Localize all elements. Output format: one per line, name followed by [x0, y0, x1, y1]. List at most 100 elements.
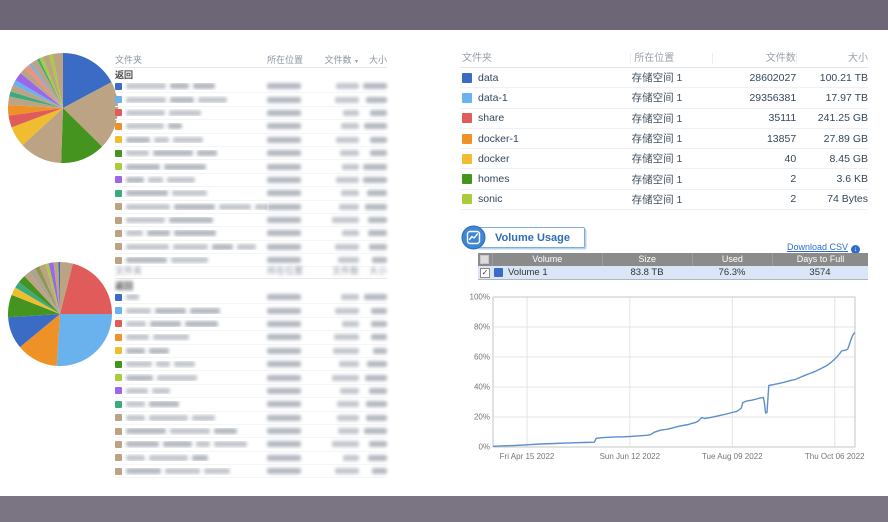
- folder-row[interactable]: [115, 385, 387, 399]
- pie-slice: [22, 108, 63, 163]
- blurred-folder-name: [126, 136, 150, 143]
- blurred-folder-name: [203, 468, 230, 475]
- folder-row[interactable]: [115, 120, 387, 134]
- folder-location: 存储空间 1: [631, 112, 683, 125]
- y-axis-tick-label: 0%: [478, 443, 490, 452]
- folder-file-count: 2: [790, 173, 797, 186]
- folder-row[interactable]: [115, 160, 387, 174]
- column-header-size[interactable]: 大小: [795, 53, 868, 64]
- column-header-location[interactable]: 所在位置: [267, 55, 304, 65]
- column-header-folder[interactable]: 文件夹: [115, 55, 143, 65]
- blurred-file-count: [339, 150, 359, 157]
- folder-row[interactable]: [115, 254, 387, 268]
- folder-row[interactable]: [115, 227, 387, 241]
- blurred-folder-name: [126, 307, 152, 314]
- folder-row-docker[interactable]: docker 存储空间 1 40 8.45 GB: [460, 149, 868, 170]
- column-header-filecount[interactable]: 文件数 ▼: [324, 55, 359, 65]
- folder-size: 241.25 GB: [817, 112, 868, 125]
- column-header-filecount[interactable]: 文件数: [711, 53, 796, 64]
- folder-row-homes[interactable]: homes 存储空间 1 2 3.6 KB: [460, 169, 868, 190]
- folder-row[interactable]: [115, 465, 387, 479]
- column-header-volume[interactable]: Volume: [491, 253, 602, 266]
- folder-row[interactable]: [115, 371, 387, 385]
- blurred-folder-name: [126, 243, 170, 250]
- pie-slice: [15, 73, 63, 108]
- folder-color-swatch: [115, 203, 122, 211]
- folder-row[interactable]: [115, 345, 387, 358]
- blurred-folder-name: [126, 83, 166, 90]
- pie-slice: [18, 276, 60, 314]
- folder-name: docker: [478, 152, 510, 165]
- column-header-folder[interactable]: 文件夹: [462, 53, 492, 64]
- pie-slice: [60, 262, 73, 314]
- folder-row-docker-1[interactable]: docker-1 存储空间 1 13857 27.89 GB: [460, 129, 868, 150]
- column-header-size[interactable]: Size: [601, 253, 692, 266]
- folder-row[interactable]: [115, 425, 387, 439]
- folder-row[interactable]: [115, 438, 387, 452]
- folder-row[interactable]: [115, 214, 387, 228]
- download-icon[interactable]: ↓: [851, 245, 860, 254]
- folder-row[interactable]: [115, 412, 387, 425]
- blurred-file-count: [342, 454, 359, 461]
- column-header-filecount[interactable]: 文件数: [331, 266, 359, 276]
- folder-row[interactable]: [115, 331, 387, 345]
- volume-used: 76.3%: [718, 267, 746, 278]
- blurred-folder-name: [126, 347, 146, 354]
- folder-row-share[interactable]: share 存储空间 1 35111 241.25 GB: [460, 109, 868, 129]
- blurred-size: [362, 163, 387, 170]
- folder-row-data[interactable]: data 存储空间 1 28602027 100.21 TB: [460, 68, 868, 89]
- folder-row[interactable]: [115, 398, 387, 412]
- column-header-location[interactable]: 所在位置: [630, 53, 711, 64]
- folder-row[interactable]: [115, 147, 387, 161]
- window-bottom-bar: [0, 496, 888, 522]
- table-header-row: 文件夹 所在位置 文件数 ▼ 大小: [115, 52, 387, 68]
- back-link[interactable]: 返回: [115, 69, 134, 80]
- folder-row[interactable]: [115, 93, 387, 107]
- pie-slice: [48, 262, 60, 314]
- folder-row[interactable]: [115, 318, 387, 332]
- folder-row-data-1[interactable]: data-1 存储空间 1 29356381 17.97 TB: [460, 88, 868, 109]
- column-header-folder[interactable]: 文件夹: [115, 266, 143, 276]
- folder-row[interactable]: [115, 134, 387, 147]
- column-header-size[interactable]: 大小: [368, 266, 387, 276]
- window-top-bar: [0, 0, 888, 30]
- column-header-days-to-full[interactable]: Days to Full: [771, 253, 868, 266]
- folder-row[interactable]: [115, 241, 387, 255]
- column-header-size[interactable]: 大小: [368, 55, 387, 65]
- folder-color-swatch: [115, 109, 122, 117]
- blurred-folder-name: [173, 203, 216, 210]
- volume-row[interactable]: ✓ Volume 1 83.8 TB 76.3% 3574: [478, 266, 868, 279]
- blurred-size: [363, 176, 387, 183]
- download-csv-link[interactable]: Download CSV: [786, 242, 848, 252]
- folder-row[interactable]: [115, 291, 387, 305]
- folder-row-sonic[interactable]: sonic 存储空间 1 2 74 Bytes: [460, 190, 868, 211]
- folder-size: 74 Bytes: [827, 193, 868, 206]
- back-link[interactable]: 返回: [115, 280, 134, 291]
- folder-row[interactable]: [115, 358, 387, 372]
- blurred-file-count: [340, 294, 359, 301]
- folder-color-swatch: [115, 427, 122, 435]
- column-header-location[interactable]: 所在位置: [267, 266, 304, 276]
- folder-row[interactable]: [115, 174, 387, 188]
- folder-row[interactable]: [115, 452, 387, 466]
- blurred-folder-name: [126, 401, 145, 408]
- folder-size: 17.97 TB: [825, 91, 868, 104]
- blurred-file-count: [335, 176, 359, 183]
- volume-checkbox[interactable]: ✓: [480, 268, 490, 278]
- blurred-folder-name: [163, 441, 192, 448]
- folder-color-swatch: [115, 163, 122, 171]
- folder-row[interactable]: [115, 80, 387, 94]
- blurred-folder-name: [126, 454, 146, 461]
- folder-row[interactable]: [115, 107, 387, 121]
- folder-rows-blurred: [115, 80, 387, 268]
- folder-row[interactable]: [115, 201, 387, 214]
- blurred-location: [267, 257, 301, 264]
- column-header-used[interactable]: Used: [691, 253, 772, 266]
- blurred-folder-name: [126, 123, 164, 130]
- folder-row[interactable]: [115, 304, 387, 318]
- blurred-size: [366, 401, 387, 408]
- blurred-folder-name: [126, 428, 166, 435]
- folder-row[interactable]: [115, 187, 387, 201]
- blurred-folder-name: [164, 163, 207, 170]
- select-all-checkbox[interactable]: [478, 253, 492, 266]
